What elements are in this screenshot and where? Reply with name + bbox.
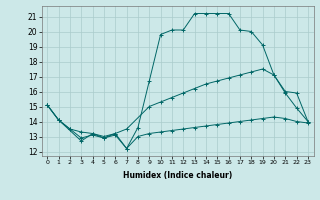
X-axis label: Humidex (Indice chaleur): Humidex (Indice chaleur)	[123, 171, 232, 180]
